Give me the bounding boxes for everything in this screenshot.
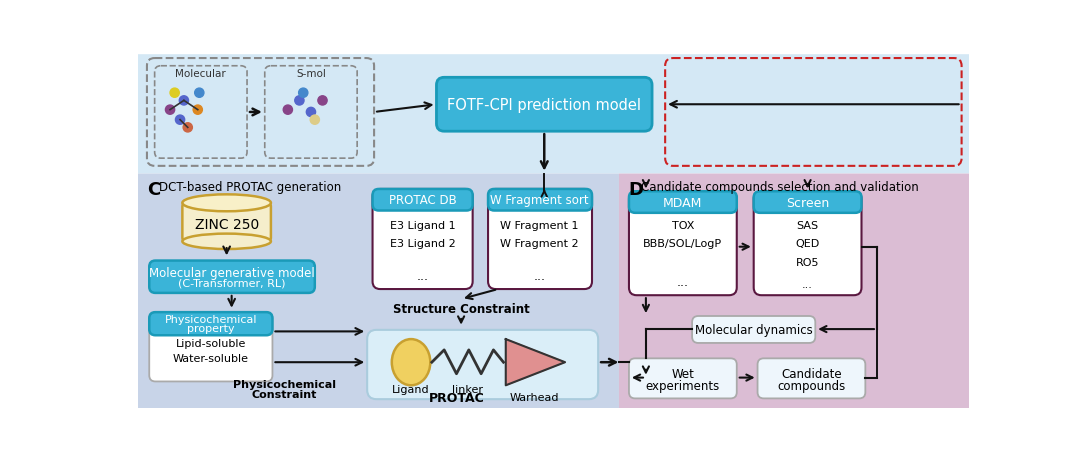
Text: Lipid-soluble: Lipid-soluble	[176, 338, 246, 348]
FancyBboxPatch shape	[488, 190, 592, 211]
Circle shape	[299, 89, 308, 98]
Ellipse shape	[183, 195, 271, 212]
Text: compounds: compounds	[778, 379, 846, 392]
Text: Water-soluble: Water-soluble	[173, 353, 248, 364]
Text: QED: QED	[796, 238, 820, 248]
Text: ...: ...	[677, 275, 689, 288]
Circle shape	[307, 108, 315, 118]
Text: PROTAC DB: PROTAC DB	[389, 194, 457, 207]
Text: FOTF-CPI prediction model: FOTF-CPI prediction model	[447, 97, 642, 112]
Circle shape	[310, 116, 320, 125]
Text: SAS: SAS	[797, 221, 819, 230]
Text: ...: ...	[802, 279, 813, 289]
FancyBboxPatch shape	[149, 313, 272, 381]
Text: Molecular generative model: Molecular generative model	[149, 266, 314, 279]
Text: TOX: TOX	[672, 221, 694, 230]
FancyBboxPatch shape	[692, 316, 815, 343]
Circle shape	[194, 89, 204, 98]
FancyBboxPatch shape	[138, 174, 619, 409]
Text: Constraint: Constraint	[252, 389, 316, 399]
FancyBboxPatch shape	[138, 55, 970, 174]
Text: W Fragment sort: W Fragment sort	[490, 194, 589, 207]
Text: ...: ...	[534, 270, 545, 283]
FancyBboxPatch shape	[436, 78, 652, 132]
Text: Structure Constraint: Structure Constraint	[393, 302, 529, 315]
Circle shape	[175, 116, 185, 125]
FancyBboxPatch shape	[629, 192, 737, 296]
Text: Candidate compounds selection and validation: Candidate compounds selection and valida…	[640, 180, 918, 193]
Text: ZINC 250: ZINC 250	[194, 217, 259, 231]
Text: D: D	[629, 180, 644, 198]
Text: property: property	[187, 324, 234, 334]
FancyBboxPatch shape	[149, 313, 272, 336]
Circle shape	[193, 106, 202, 115]
Circle shape	[283, 106, 293, 115]
FancyBboxPatch shape	[373, 190, 473, 290]
Text: Candidate: Candidate	[781, 368, 841, 381]
Circle shape	[318, 96, 327, 106]
Circle shape	[179, 96, 189, 106]
Text: Molecular: Molecular	[175, 68, 226, 78]
FancyBboxPatch shape	[629, 192, 737, 213]
FancyBboxPatch shape	[629, 358, 737, 398]
FancyBboxPatch shape	[757, 358, 865, 398]
Text: C: C	[147, 180, 160, 198]
Text: S-mol: S-mol	[296, 68, 326, 78]
Text: E3 Ligand 2: E3 Ligand 2	[390, 238, 456, 248]
FancyBboxPatch shape	[373, 190, 473, 211]
Polygon shape	[505, 339, 565, 386]
Text: Ligand: Ligand	[392, 384, 430, 394]
FancyBboxPatch shape	[619, 174, 970, 409]
Text: ...: ...	[417, 270, 429, 283]
Text: Physicochemical: Physicochemical	[164, 314, 257, 325]
FancyBboxPatch shape	[754, 192, 862, 213]
Text: Wet: Wet	[672, 368, 694, 381]
Text: Physicochemical: Physicochemical	[232, 379, 336, 389]
Text: PROTAC: PROTAC	[430, 391, 485, 404]
Text: RO5: RO5	[796, 257, 820, 268]
Text: DCT-based PROTAC generation: DCT-based PROTAC generation	[159, 180, 341, 193]
FancyBboxPatch shape	[754, 192, 862, 296]
FancyBboxPatch shape	[367, 330, 598, 399]
FancyBboxPatch shape	[149, 261, 314, 293]
Ellipse shape	[183, 234, 271, 250]
Circle shape	[184, 123, 192, 133]
Text: Warhead: Warhead	[510, 392, 559, 402]
FancyBboxPatch shape	[183, 203, 271, 242]
Text: BBB/SOL/LogP: BBB/SOL/LogP	[644, 238, 723, 248]
Text: experiments: experiments	[646, 379, 720, 392]
Text: Molecular dynamics: Molecular dynamics	[694, 323, 812, 336]
Text: linker: linker	[451, 384, 483, 394]
Text: E3 Ligand 1: E3 Ligand 1	[390, 221, 456, 230]
Text: W Fragment 2: W Fragment 2	[500, 238, 579, 248]
Text: Screen: Screen	[786, 196, 829, 209]
Circle shape	[170, 89, 179, 98]
Circle shape	[165, 106, 175, 115]
Circle shape	[295, 96, 305, 106]
Ellipse shape	[392, 339, 430, 386]
Text: (C-Transformer, RL): (C-Transformer, RL)	[178, 278, 285, 288]
Text: W Fragment 1: W Fragment 1	[500, 221, 579, 230]
Text: MDAM: MDAM	[663, 196, 703, 209]
FancyBboxPatch shape	[488, 190, 592, 290]
